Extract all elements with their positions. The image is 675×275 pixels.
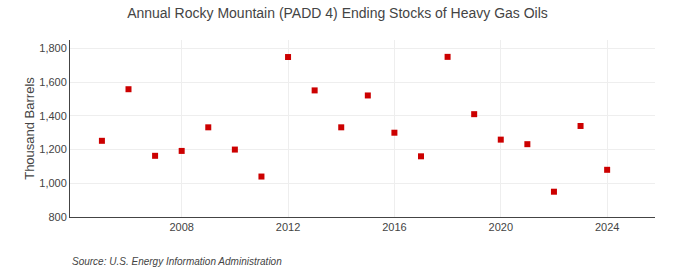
svg-text:1,800: 1,800 [39,42,67,54]
svg-text:Thousand Barrels: Thousand Barrels [22,77,37,180]
svg-text:2012: 2012 [276,221,300,233]
svg-text:2008: 2008 [169,221,193,233]
svg-text:Annual Rocky Mountain (PADD 4): Annual Rocky Mountain (PADD 4) Ending St… [127,5,548,21]
svg-text:2024: 2024 [595,221,619,233]
svg-text:2016: 2016 [382,221,406,233]
svg-text:Source: U.S. Energy Informatio: Source: U.S. Energy Information Administ… [72,256,282,267]
svg-text:800: 800 [48,211,66,223]
svg-text:1,000: 1,000 [39,177,67,189]
svg-text:1,400: 1,400 [39,110,67,122]
svg-text:2020: 2020 [489,221,513,233]
svg-text:1,600: 1,600 [39,76,67,88]
svg-text:1,200: 1,200 [39,143,67,155]
